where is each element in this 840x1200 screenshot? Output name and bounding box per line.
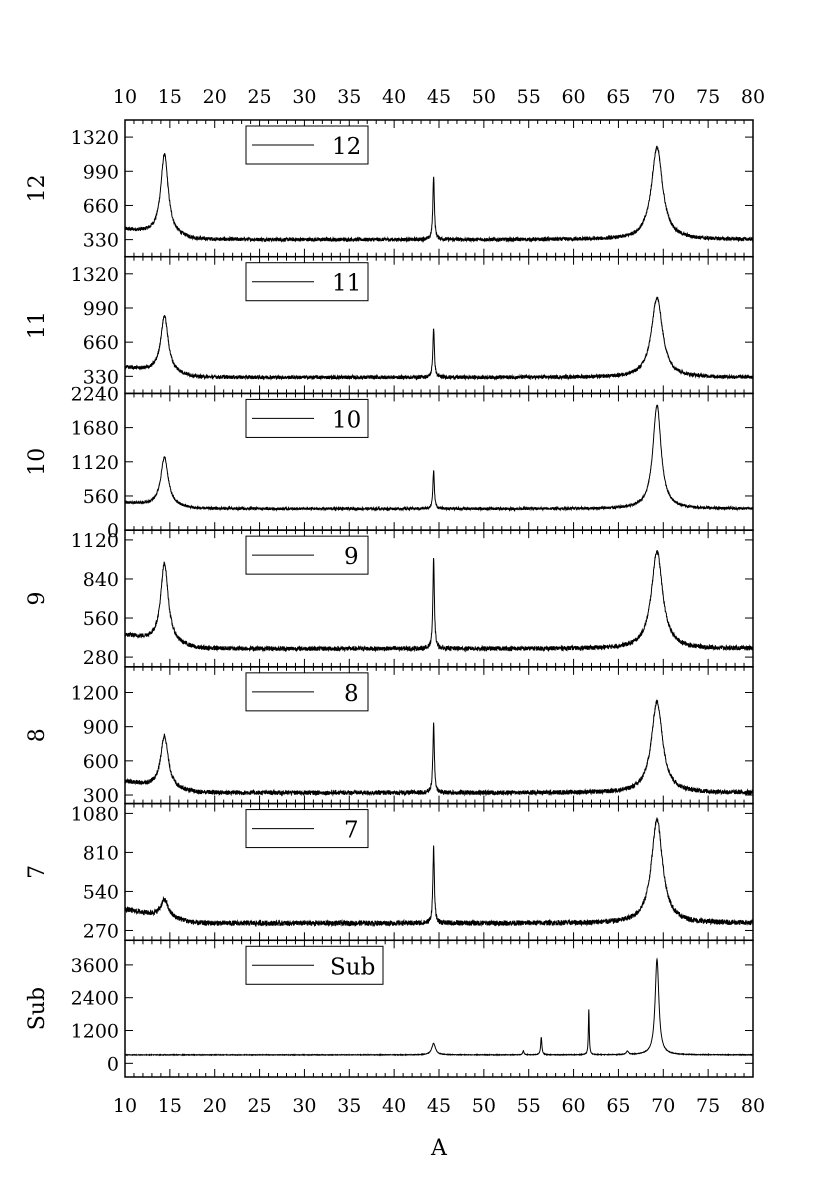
x-tick-label-bottom: 60 bbox=[561, 1095, 585, 1117]
legend-label: 9 bbox=[344, 544, 359, 570]
y-tick-label: 1080 bbox=[71, 803, 119, 825]
x-tick-label-top: 10 bbox=[113, 86, 137, 108]
y-tick-label: 660 bbox=[83, 195, 119, 217]
series-line-sub bbox=[124, 957, 754, 1057]
series-line-12 bbox=[124, 145, 754, 243]
panel-label: Sub bbox=[25, 987, 50, 1030]
x-tick-label-top: 15 bbox=[158, 86, 182, 108]
x-tick-label-top: 35 bbox=[337, 86, 361, 108]
y-tick-label: 270 bbox=[83, 920, 119, 942]
panel-label: 11 bbox=[25, 311, 50, 339]
panel-7: 270 540 810 1080 7 7 bbox=[25, 802, 754, 942]
y-tick-label: 990 bbox=[83, 298, 119, 320]
y-tick-label: 2400 bbox=[71, 988, 119, 1010]
y-tick-label: 600 bbox=[83, 751, 119, 773]
legend: 8 bbox=[245, 672, 369, 712]
y-tick-label: 840 bbox=[83, 569, 119, 591]
y-tick-label: 3600 bbox=[71, 955, 119, 977]
x-tick-label-bottom: 75 bbox=[696, 1095, 720, 1117]
y-tick-label: 280 bbox=[83, 647, 119, 669]
y-tick-label: 660 bbox=[83, 332, 119, 354]
legend-label: 8 bbox=[344, 681, 359, 707]
x-axis-title: A bbox=[430, 1136, 448, 1161]
y-tick-label: 990 bbox=[83, 161, 119, 183]
series-line-11 bbox=[124, 296, 754, 381]
y-tick-label: 1120 bbox=[71, 530, 119, 552]
y-tick-label: 330 bbox=[83, 230, 119, 252]
y-tick-label: 560 bbox=[83, 608, 119, 630]
x-tick-label-bottom: 65 bbox=[606, 1095, 630, 1117]
x-tick-label-top: 55 bbox=[517, 86, 541, 108]
y-tick-label: 1200 bbox=[71, 682, 119, 704]
x-tick-label-top: 20 bbox=[203, 86, 227, 108]
x-tick-label-bottom: 45 bbox=[427, 1095, 451, 1117]
series-line-7 bbox=[124, 817, 754, 928]
x-tick-label-bottom: 70 bbox=[651, 1095, 675, 1117]
panel-label: 12 bbox=[25, 174, 50, 202]
legend: 11 bbox=[245, 262, 369, 302]
x-tick-label-bottom: 40 bbox=[382, 1095, 406, 1117]
x-tick-label-bottom: 30 bbox=[292, 1095, 316, 1117]
x-tick-label-top: 60 bbox=[561, 86, 585, 108]
x-tick-label-top: 65 bbox=[606, 86, 630, 108]
y-tick-label: 0 bbox=[107, 520, 119, 542]
legend-label: Sub bbox=[330, 954, 375, 980]
y-tick-label: 300 bbox=[83, 785, 119, 807]
x-tick-label-bottom: 80 bbox=[741, 1095, 765, 1117]
y-tick-label: 1120 bbox=[71, 452, 119, 474]
x-tick-label-bottom: 10 bbox=[113, 1095, 137, 1117]
legend-label: 12 bbox=[332, 134, 361, 160]
x-tick-label-bottom: 35 bbox=[337, 1095, 361, 1117]
y-tick-label: 2240 bbox=[71, 383, 119, 405]
y-tick-label: 900 bbox=[83, 717, 119, 739]
y-tick-label: 1320 bbox=[71, 127, 119, 149]
panel-11: 330 660 990 1320 11 11 bbox=[25, 255, 754, 395]
panel-label: 9 bbox=[25, 592, 50, 606]
x-tick-label-top: 75 bbox=[696, 86, 720, 108]
panel-frame bbox=[124, 255, 754, 395]
y-tick-label: 1680 bbox=[71, 418, 119, 440]
x-tick-label-top: 80 bbox=[741, 86, 765, 108]
panel-frame bbox=[124, 666, 754, 805]
panel-sub: 0 1200 2400 3600 Sub Sub bbox=[25, 939, 754, 1078]
panel-label: 7 bbox=[25, 865, 50, 879]
x-tick-label-bottom: 25 bbox=[247, 1095, 271, 1117]
x-tick-label-bottom: 55 bbox=[517, 1095, 541, 1117]
legend-label: 11 bbox=[332, 271, 361, 297]
legend: 12 bbox=[245, 125, 369, 165]
y-tick-label: 330 bbox=[83, 366, 119, 388]
legend-label: 7 bbox=[344, 818, 359, 844]
y-tick-label: 1320 bbox=[71, 264, 119, 286]
x-tick-label-top: 50 bbox=[472, 86, 496, 108]
y-tick-label: 540 bbox=[83, 881, 119, 903]
panel-10: 0 560 1120 1680 2240 10 10 bbox=[25, 383, 754, 542]
panel-label: 10 bbox=[25, 448, 50, 476]
legend: Sub bbox=[245, 945, 384, 985]
x-tick-label-top: 70 bbox=[651, 86, 675, 108]
legend: 10 bbox=[245, 398, 369, 438]
x-tick-label-top: 45 bbox=[427, 86, 451, 108]
x-tick-label-top: 30 bbox=[292, 86, 316, 108]
y-tick-label: 810 bbox=[83, 842, 119, 864]
x-tick-label-bottom: 15 bbox=[158, 1095, 182, 1117]
legend: 7 bbox=[245, 809, 369, 849]
panel-label: 8 bbox=[25, 728, 50, 742]
y-tick-label: 1200 bbox=[71, 1021, 119, 1043]
panel-12: 330 660 990 1320 12 12 bbox=[25, 119, 754, 258]
panel-8: 300 600 900 1200 8 8 bbox=[25, 666, 754, 807]
panel-9: 280 560 840 1120 9 9 bbox=[25, 529, 754, 669]
x-tick-label-top: 25 bbox=[247, 86, 271, 108]
x-tick-label-bottom: 50 bbox=[472, 1095, 496, 1117]
legend-label: 10 bbox=[332, 407, 361, 433]
legend: 9 bbox=[245, 535, 369, 575]
panel-frame bbox=[124, 939, 754, 1078]
series-line-9 bbox=[124, 549, 754, 653]
y-tick-label: 560 bbox=[83, 486, 119, 508]
series-line-10 bbox=[124, 404, 754, 512]
x-tick-label-bottom: 20 bbox=[203, 1095, 227, 1117]
x-tick-label-top: 40 bbox=[382, 86, 406, 108]
series-line-8 bbox=[124, 699, 754, 797]
y-tick-label: 0 bbox=[107, 1053, 119, 1075]
